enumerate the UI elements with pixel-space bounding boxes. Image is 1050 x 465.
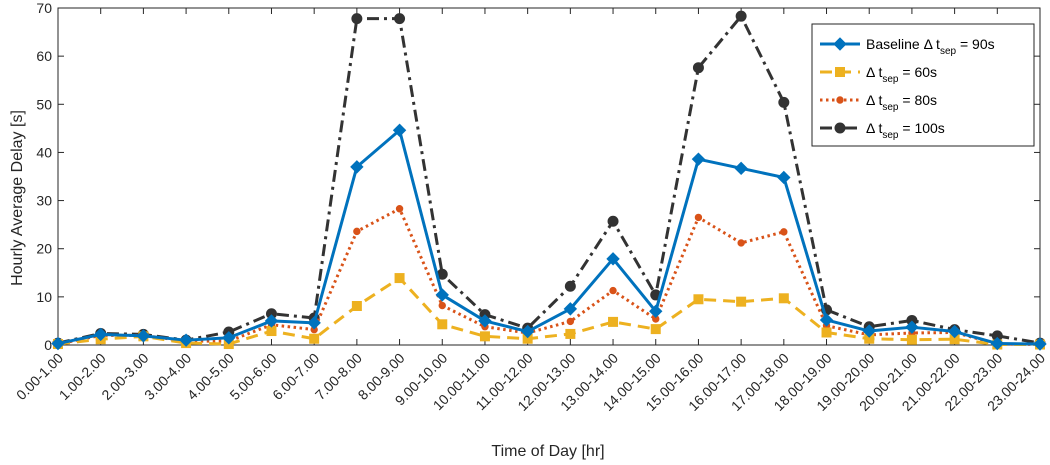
- data-point: [607, 215, 619, 227]
- y-tick-label: 30: [36, 193, 52, 209]
- data-point: [93, 327, 108, 342]
- data-point: [649, 304, 663, 319]
- legend-label: Δ tsep = 100s: [866, 120, 945, 141]
- data-point: [1033, 337, 1047, 351]
- data-point: [479, 331, 490, 342]
- legend-marker: [834, 122, 846, 134]
- data-point: [136, 329, 151, 343]
- data-point: [351, 13, 363, 25]
- data-point: [307, 316, 321, 330]
- data-point: [392, 123, 407, 137]
- data-point: [353, 227, 361, 236]
- y-tick-label: 10: [36, 289, 52, 305]
- data-point: [606, 252, 620, 266]
- legend-marker: [835, 67, 845, 77]
- data-point: [947, 324, 962, 339]
- data-point: [691, 152, 706, 166]
- data-point: [778, 96, 790, 108]
- data-point: [990, 336, 1005, 351]
- data-point: [438, 301, 446, 310]
- data-point: [780, 228, 788, 236]
- data-point: [736, 296, 747, 307]
- y-tick-label: 60: [36, 48, 52, 64]
- data-point: [478, 314, 492, 328]
- data-point: [737, 239, 745, 247]
- series-line: [57, 276, 1040, 347]
- legend-label: Δ tsep = 80s: [866, 92, 937, 113]
- data-point: [565, 328, 576, 339]
- data-point: [777, 170, 791, 185]
- y-axis-label: Hourly Average Delay [s]: [9, 110, 26, 286]
- y-tick-label: 50: [36, 96, 52, 112]
- data-point: [394, 273, 405, 284]
- legend-label: Δ tsep = 60s: [866, 64, 937, 85]
- data-point: [735, 10, 747, 22]
- data-point: [862, 324, 876, 338]
- data-point: [906, 334, 917, 345]
- data-point: [563, 302, 578, 316]
- legend: Baseline Δ tsep = 90s Δ tsep = 60s Δ tsep …: [811, 23, 1035, 147]
- data-point: [222, 331, 236, 345]
- data-point: [693, 294, 704, 305]
- legend-item-2: Δ tsep = 80s: [820, 92, 937, 113]
- series-line: [57, 128, 1041, 346]
- y-tick-label: 40: [36, 144, 52, 160]
- data-point: [694, 213, 703, 222]
- legend-item-0: Baseline Δ tsep = 90s: [820, 36, 995, 57]
- legend-item-1: Δ tsep = 60s: [820, 64, 937, 85]
- legend-item-3: Δ tsep = 100s: [820, 120, 945, 141]
- data-point: [608, 316, 619, 327]
- data-point: [734, 161, 748, 176]
- legend-marker: [833, 37, 847, 51]
- data-point: [435, 288, 449, 302]
- data-point: [905, 320, 919, 334]
- series-0: [51, 123, 1047, 351]
- x-axis-label: Time of Day [hr]: [491, 443, 604, 460]
- data-point: [609, 286, 617, 295]
- data-point: [179, 333, 193, 347]
- data-point: [394, 13, 406, 25]
- y-axis: 0 10 20 30 40 50 60 70: [36, 0, 1040, 353]
- data-point: [266, 326, 277, 337]
- data-point: [650, 324, 661, 335]
- data-point: [821, 327, 832, 338]
- data-point: [264, 314, 279, 328]
- data-point: [520, 324, 535, 339]
- y-tick-label: 0: [44, 337, 52, 353]
- data-point: [692, 62, 704, 74]
- data-point: [819, 313, 834, 327]
- legend-label: Baseline Δ tsep = 90s: [866, 36, 995, 57]
- data-point: [350, 160, 364, 174]
- series-layer: [51, 10, 1047, 351]
- y-tick-label: 20: [36, 241, 52, 257]
- y-tick-label: 70: [36, 0, 52, 16]
- data-point: [778, 293, 789, 304]
- legend-marker: [836, 96, 844, 104]
- data-point: [395, 205, 404, 213]
- data-point: [566, 317, 575, 326]
- data-point: [51, 336, 65, 351]
- data-point: [437, 319, 448, 330]
- series-3: [52, 10, 1046, 349]
- data-point: [564, 280, 576, 292]
- series-line: [57, 14, 1041, 345]
- data-point: [351, 301, 362, 312]
- data-point: [309, 333, 320, 344]
